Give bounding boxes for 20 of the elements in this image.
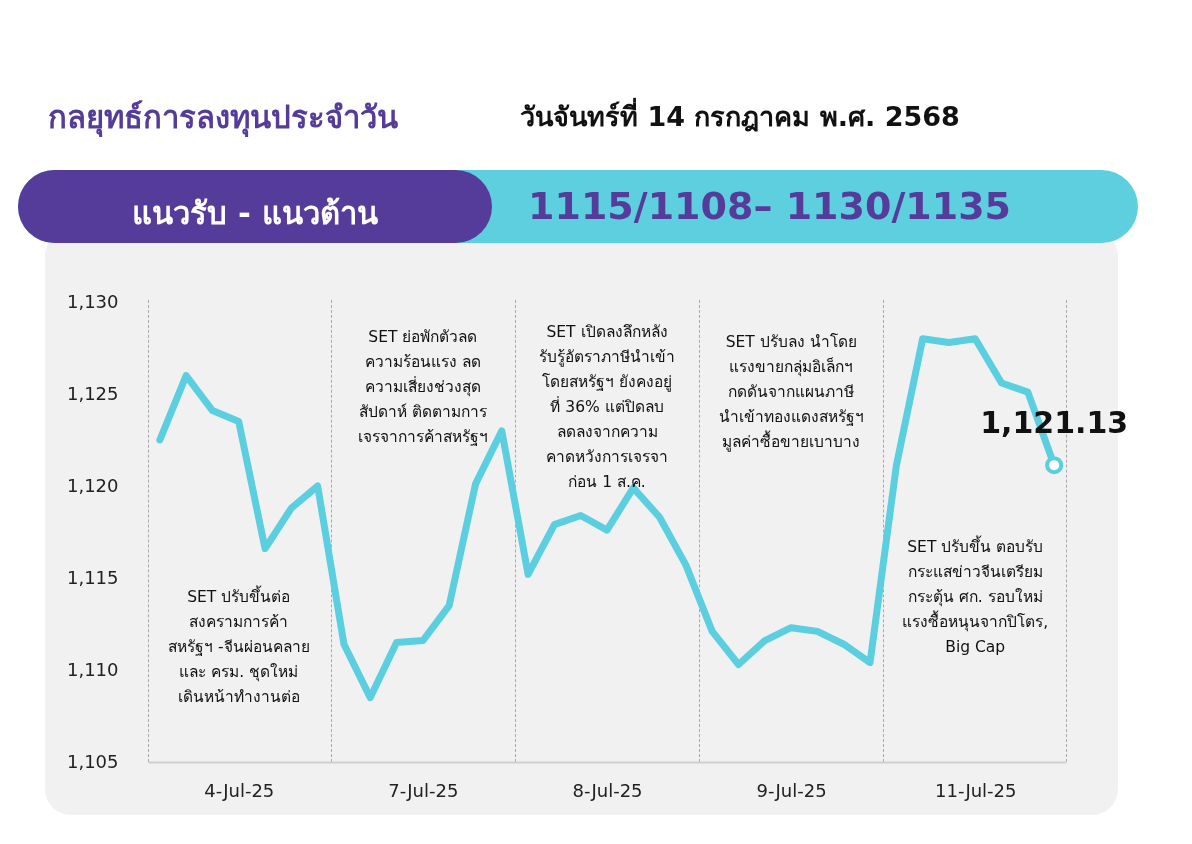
- chart-title: กลยุทธ์การลงทุนประจำวัน: [48, 98, 398, 139]
- text: แนวรับ - แนวต้าน: [131, 194, 379, 233]
- annotation: SET ปรับขึ้นต่อ สงครามการค้า สหรัฐฯ -จีนผ่อนคลาย และ ครม. ชุดใหม่ เดินหน้าทำงานต่อ: [167, 585, 310, 706]
- annotation: SET ปรับขึ้น ตอบรับ กระแสข่าวจีนเตรียม กระตุ้น ศก. รอบใหม่ แรงซื้อหนุนจากปิโตร, Big Cap: [902, 535, 1049, 656]
- y-tick-label: 1,120: [66, 474, 119, 496]
- annotation: SET เปิดลงลึกหลัง รับรู้อัตราภาษีนำเข้า โดยสหรัฐฯ ยังคงอยู่ ที่ 36% แต่ปิดลบ ลดลงจากความ คาดหวังการเจรจา ก่อน 1 ส.ค.: [539, 323, 675, 491]
- chart-subtitle: วันจันทร์ที่ 14 กรกฎาคม พ.ศ. 2568: [520, 97, 960, 134]
- annotation: SET ย่อพักตัวลด ความร้อนแรง ลด ความเสี่ยงช่วงสุด สัปดาห์ ติดตามการ เจรจาการค้าสหรัฐฯ: [357, 328, 488, 446]
- y-tick-label: 1,125: [66, 382, 119, 404]
- y-tick-label: 1,115: [66, 566, 119, 588]
- x-tick-label: 8-Jul-25: [572, 779, 643, 801]
- annotation: SET ปรับลง นำโดย แรงขายกลุ่มอิเล็กฯ กดดันจากแผนภาษี นำเข้าทองแดงสหรัฐฯ มูลค่าซื้อขายเบาบาง: [718, 333, 864, 452]
- text: 1115/1108– 1130/1135: [528, 184, 1012, 228]
- y-tick-label: 1,110: [66, 658, 119, 680]
- y-tick-label: 1,130: [66, 290, 119, 312]
- y-tick-label: 1,105: [66, 750, 119, 772]
- x-tick-label: 11-Jul-25: [934, 779, 1017, 801]
- x-tick-label: 4-Jul-25: [204, 779, 275, 801]
- x-tick-label: 7-Jul-25: [388, 779, 459, 801]
- x-tick-label: 9-Jul-25: [756, 779, 827, 801]
